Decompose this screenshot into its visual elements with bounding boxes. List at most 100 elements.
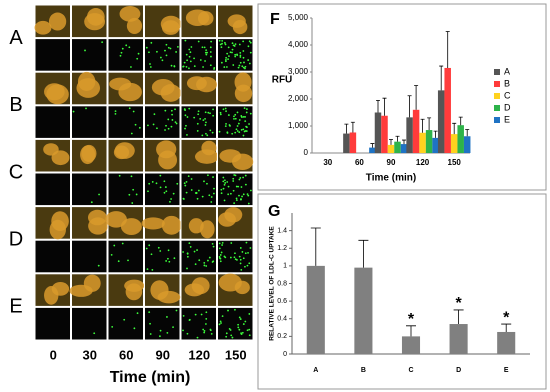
green-dot <box>248 262 251 265</box>
error-bar <box>420 118 425 133</box>
time-label: 90 <box>156 347 170 362</box>
green-dot <box>234 252 236 255</box>
bar <box>444 67 451 153</box>
green-dot <box>231 132 234 135</box>
cell <box>77 71 96 91</box>
cell <box>218 273 242 292</box>
green-dot <box>170 125 173 128</box>
panel-g-frame <box>257 193 547 390</box>
green-dot <box>244 120 247 123</box>
error-bar <box>452 122 457 135</box>
green-image <box>71 172 108 207</box>
green-image <box>180 306 217 341</box>
green-dot <box>171 113 174 116</box>
green-dot <box>239 318 242 320</box>
green-dot <box>213 68 215 70</box>
green-dot <box>165 124 167 127</box>
green-dot <box>225 335 228 338</box>
y-tick-label: 4,000 <box>288 40 309 49</box>
green-dot <box>210 55 212 58</box>
green-image <box>180 172 217 207</box>
green-dot <box>218 256 221 258</box>
green-dot <box>239 258 242 261</box>
green-dot <box>241 65 244 68</box>
cell <box>87 209 107 226</box>
green-dot <box>121 47 124 50</box>
green-dot <box>167 249 170 252</box>
error-bar <box>433 130 438 138</box>
green-dot <box>136 312 139 315</box>
row-label: D <box>9 228 23 250</box>
cell <box>125 283 143 301</box>
green-dot <box>164 49 166 52</box>
green-dot <box>227 309 229 312</box>
green-dot <box>246 193 249 196</box>
green-dot <box>221 39 224 42</box>
bar <box>449 324 468 354</box>
green-dot <box>174 121 177 124</box>
green-dot <box>213 192 215 195</box>
green-dot <box>229 51 232 54</box>
green-dot <box>229 125 231 127</box>
bar <box>412 109 420 153</box>
green-dot <box>194 313 197 316</box>
green-dot <box>221 244 223 246</box>
error-bar <box>439 65 444 91</box>
green-dot <box>148 182 151 185</box>
green-dot <box>197 110 200 113</box>
green-dot <box>222 176 225 179</box>
green-image <box>144 172 181 207</box>
green-dot <box>233 256 236 259</box>
green-dot <box>247 194 250 197</box>
error-bar <box>402 139 406 145</box>
green-dot <box>190 178 193 180</box>
green-image <box>217 306 254 341</box>
green-image <box>71 306 108 341</box>
green-dot <box>239 262 242 265</box>
green-dot <box>244 67 246 70</box>
green-dot <box>246 329 249 332</box>
error-bar <box>453 309 464 325</box>
green-dot <box>149 333 152 335</box>
y-tick-label: 1 <box>283 263 287 270</box>
green-dot <box>221 42 223 45</box>
panel-label: F <box>270 11 280 28</box>
green-dot <box>223 183 226 186</box>
legend-label: D <box>504 102 511 112</box>
green-dot <box>238 119 241 121</box>
green-dot <box>113 244 116 247</box>
green-dot <box>219 43 222 46</box>
green-dot <box>193 116 196 119</box>
green-dot <box>175 122 178 125</box>
green-dot <box>119 54 122 57</box>
green-dot <box>163 191 166 194</box>
green-dot <box>248 334 251 337</box>
legend-label: E <box>504 114 510 124</box>
green-dot <box>234 113 237 116</box>
green-dot <box>225 110 227 113</box>
green-dot <box>238 194 240 197</box>
green-dot <box>84 49 86 52</box>
green-dot <box>185 180 188 183</box>
green-dot <box>176 182 179 185</box>
green-dot <box>110 253 113 256</box>
green-dot <box>186 252 189 255</box>
green-dot <box>221 241 224 244</box>
significance-mark: * <box>408 311 415 328</box>
y-axis-title: RFU <box>272 75 293 86</box>
green-dot <box>234 308 236 311</box>
green-dot <box>204 60 206 62</box>
green-dot <box>235 185 238 188</box>
green-dot <box>128 107 131 110</box>
green-image <box>107 239 144 274</box>
cell <box>119 5 141 22</box>
green-dot <box>239 56 242 58</box>
bar <box>394 141 401 153</box>
time-label: 150 <box>225 347 247 362</box>
green-dot <box>238 328 241 331</box>
green-dot <box>186 255 189 258</box>
green-image <box>107 105 144 139</box>
green-image <box>34 38 71 72</box>
green-dot <box>93 332 96 335</box>
